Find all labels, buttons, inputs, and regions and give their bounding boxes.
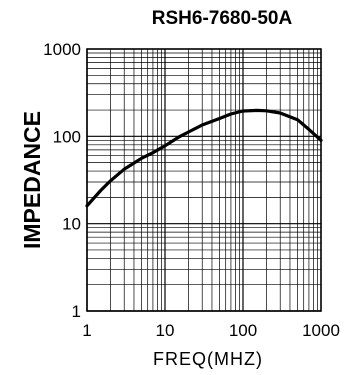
plot-frame	[86, 48, 322, 312]
x-tick-label: 100	[229, 321, 257, 340]
x-axis-label: FREQ(MHZ)	[153, 349, 263, 369]
y-axis-label: IMPEDANCE	[19, 111, 45, 249]
tick-labels: 1 10 100 1000 1 10 100 1000	[43, 40, 340, 340]
y-tick-label: 1	[72, 302, 81, 321]
y-tick-label: 100	[53, 127, 81, 146]
y-tick-label: 1000	[43, 40, 81, 59]
y-tick-label: 10	[62, 215, 81, 234]
x-tick-label: 1	[82, 321, 91, 340]
chart-title: RSH6-7680-50A	[152, 8, 293, 29]
x-tick-label: 10	[156, 321, 175, 340]
series-impedance-line	[85, 108, 323, 208]
grid	[86, 49, 321, 312]
x-tick-label: 1000	[302, 321, 340, 340]
